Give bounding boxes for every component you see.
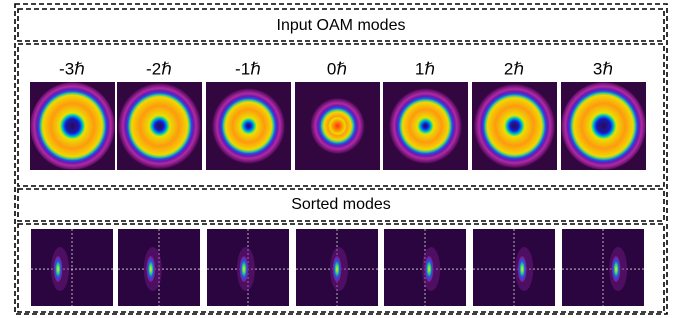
mode-label: 0ℏ <box>327 59 347 78</box>
input-title: Input OAM modes <box>277 17 406 34</box>
mode-cells: -3ℏ -2ℏ -1ℏ 0ℏ 1ℏ 2ℏ 3ℏ <box>30 59 646 306</box>
mode-ring <box>472 82 557 170</box>
mode-ring <box>117 82 202 170</box>
sorted-spot <box>53 254 63 284</box>
mode-ring <box>206 82 291 170</box>
mode-ring <box>383 82 468 170</box>
sorted-spot <box>239 254 249 284</box>
mode-ring <box>295 82 380 170</box>
sorted-spot <box>517 254 527 284</box>
mode-ring <box>561 82 646 170</box>
mode-label: 2ℏ <box>504 59 524 78</box>
mode-label: 1ℏ <box>415 59 435 78</box>
mode-ring <box>30 82 115 170</box>
figure: Input OAM modes Sorted modes -3ℏ -2ℏ -1ℏ 0ℏ… <box>0 0 675 318</box>
sorted-spot <box>146 254 156 284</box>
sorted-title: Sorted modes <box>291 196 391 213</box>
mode-label: -3ℏ <box>59 59 85 78</box>
sorted-spot <box>611 254 621 284</box>
sorted-spot <box>332 254 342 284</box>
mode-label: 3ℏ <box>593 59 613 78</box>
sorted-spot <box>424 254 434 284</box>
mode-label: -1ℏ <box>235 59 261 78</box>
mode-label: -2ℏ <box>146 59 172 78</box>
